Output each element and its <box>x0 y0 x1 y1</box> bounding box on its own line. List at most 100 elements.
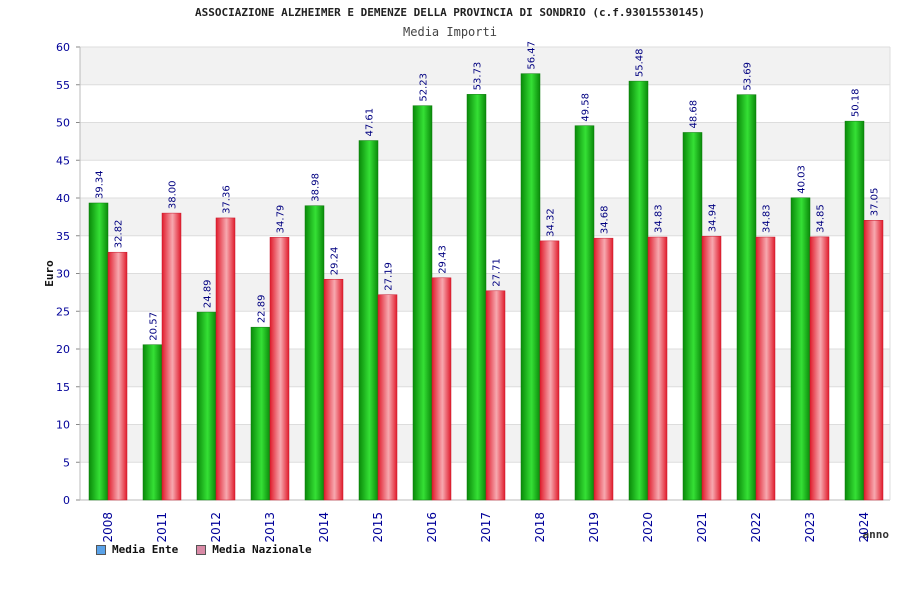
x-tick-label: 2019 <box>587 512 601 543</box>
legend-item-ente: Media Ente <box>96 543 178 556</box>
value-label: 52.23 <box>419 73 430 102</box>
value-label: 47.61 <box>365 108 376 137</box>
x-tick-label: 2014 <box>317 512 331 543</box>
value-label: 34.32 <box>546 208 557 237</box>
y-tick-label: 30 <box>56 268 70 281</box>
bar-media-nazionale <box>269 237 290 501</box>
bar-media-nazionale <box>215 217 236 501</box>
value-label: 34.83 <box>762 204 773 233</box>
y-tick-label: 40 <box>56 192 70 205</box>
bar-media-ente <box>358 140 379 501</box>
value-label: 34.79 <box>276 205 287 234</box>
x-tick-label: 2008 <box>101 512 115 543</box>
bar-media-ente <box>520 73 541 501</box>
value-label: 27.71 <box>492 258 503 287</box>
value-label: 53.69 <box>743 62 754 91</box>
x-tick-label: 2023 <box>803 512 817 543</box>
y-tick-label: 20 <box>56 343 70 356</box>
bar-media-ente <box>88 202 109 501</box>
x-axis-label: anno <box>863 528 890 541</box>
legend-label-nazionale: Media Nazionale <box>212 543 312 556</box>
value-label: 55.48 <box>635 48 646 77</box>
y-tick-label: 0 <box>63 494 70 507</box>
bar-media-ente <box>304 205 325 501</box>
bar-media-nazionale <box>755 236 776 501</box>
y-tick-label: 5 <box>63 456 70 469</box>
bar-media-ente <box>142 344 163 501</box>
value-label: 27.19 <box>384 262 395 291</box>
bar-media-nazionale <box>701 235 722 501</box>
value-label: 34.68 <box>600 206 611 235</box>
x-tick-label: 2020 <box>641 512 655 543</box>
x-tick-label: 2022 <box>749 512 763 543</box>
bar-media-ente <box>844 120 865 501</box>
value-label: 37.05 <box>870 188 881 217</box>
y-tick-label: 35 <box>56 230 70 243</box>
bar-media-nazionale <box>431 277 452 501</box>
y-tick-label: 50 <box>56 117 70 130</box>
value-label: 34.94 <box>708 204 719 233</box>
y-tick-label: 55 <box>56 79 70 92</box>
value-label: 24.89 <box>203 279 214 308</box>
value-label: 53.73 <box>473 62 484 91</box>
value-label: 29.43 <box>438 245 449 274</box>
x-tick-label: 2024 <box>857 512 871 543</box>
legend-swatch-nazionale <box>196 544 207 555</box>
x-tick-label: 2016 <box>425 512 439 543</box>
y-tick-label: 15 <box>56 381 70 394</box>
value-label: 40.03 <box>797 165 808 194</box>
value-label: 29.24 <box>330 247 341 276</box>
y-tick-label: 60 <box>56 41 70 54</box>
bar-media-ente <box>412 105 433 501</box>
bar-media-ente <box>628 80 649 501</box>
legend-swatch-ente <box>96 544 106 555</box>
value-label: 50.18 <box>851 89 862 118</box>
value-label: 20.57 <box>149 312 160 341</box>
value-label: 34.83 <box>654 204 665 233</box>
bar-media-nazionale <box>863 220 884 501</box>
chart-subtitle: Media Importi <box>403 25 497 39</box>
bar-media-nazionale <box>539 240 560 501</box>
value-label: 34.85 <box>816 204 827 233</box>
bar-media-nazionale <box>809 236 830 501</box>
value-label: 48.68 <box>689 100 700 129</box>
bar-media-ente <box>250 326 271 501</box>
bar-media-ente <box>682 132 703 501</box>
x-tick-label: 2012 <box>209 512 223 543</box>
x-tick-label: 2018 <box>533 512 547 543</box>
x-tick-label: 2015 <box>371 512 385 543</box>
legend-label-ente: Media Ente <box>112 543 179 556</box>
value-label: 39.34 <box>95 170 106 199</box>
value-label: 38.98 <box>311 173 322 202</box>
value-label: 32.82 <box>114 220 125 249</box>
value-label: 49.58 <box>581 93 592 122</box>
bar-media-nazionale <box>593 237 614 501</box>
bar-media-nazionale <box>323 278 344 501</box>
bar-media-nazionale <box>377 294 398 501</box>
bar-media-ente <box>790 197 811 501</box>
value-label: 38.00 <box>168 180 179 209</box>
y-axis-label: Euro <box>43 260 56 287</box>
bar-media-nazionale <box>647 236 668 501</box>
bar-media-nazionale <box>107 251 128 501</box>
bar-media-ente <box>736 94 757 501</box>
x-tick-label: 2017 <box>479 512 493 543</box>
grid-band <box>80 47 890 85</box>
y-tick-label: 10 <box>56 419 70 432</box>
bar-media-ente <box>466 94 487 501</box>
value-label: 37.36 <box>222 185 233 214</box>
x-tick-label: 2021 <box>695 512 709 543</box>
bar-media-ente <box>196 311 217 501</box>
value-label: 56.47 <box>527 41 538 70</box>
y-tick-label: 25 <box>56 305 70 318</box>
y-tick-label: 45 <box>56 154 70 167</box>
legend: Media Ente Media Nazionale <box>96 543 312 556</box>
bar-media-nazionale <box>161 212 182 501</box>
legend-item-nazionale: Media Nazionale <box>196 543 312 556</box>
x-tick-label: 2013 <box>263 512 277 543</box>
bar-media-nazionale <box>485 290 506 501</box>
value-label: 22.89 <box>257 295 268 324</box>
x-tick-label: 2011 <box>155 512 169 543</box>
bar-media-ente <box>574 125 595 501</box>
